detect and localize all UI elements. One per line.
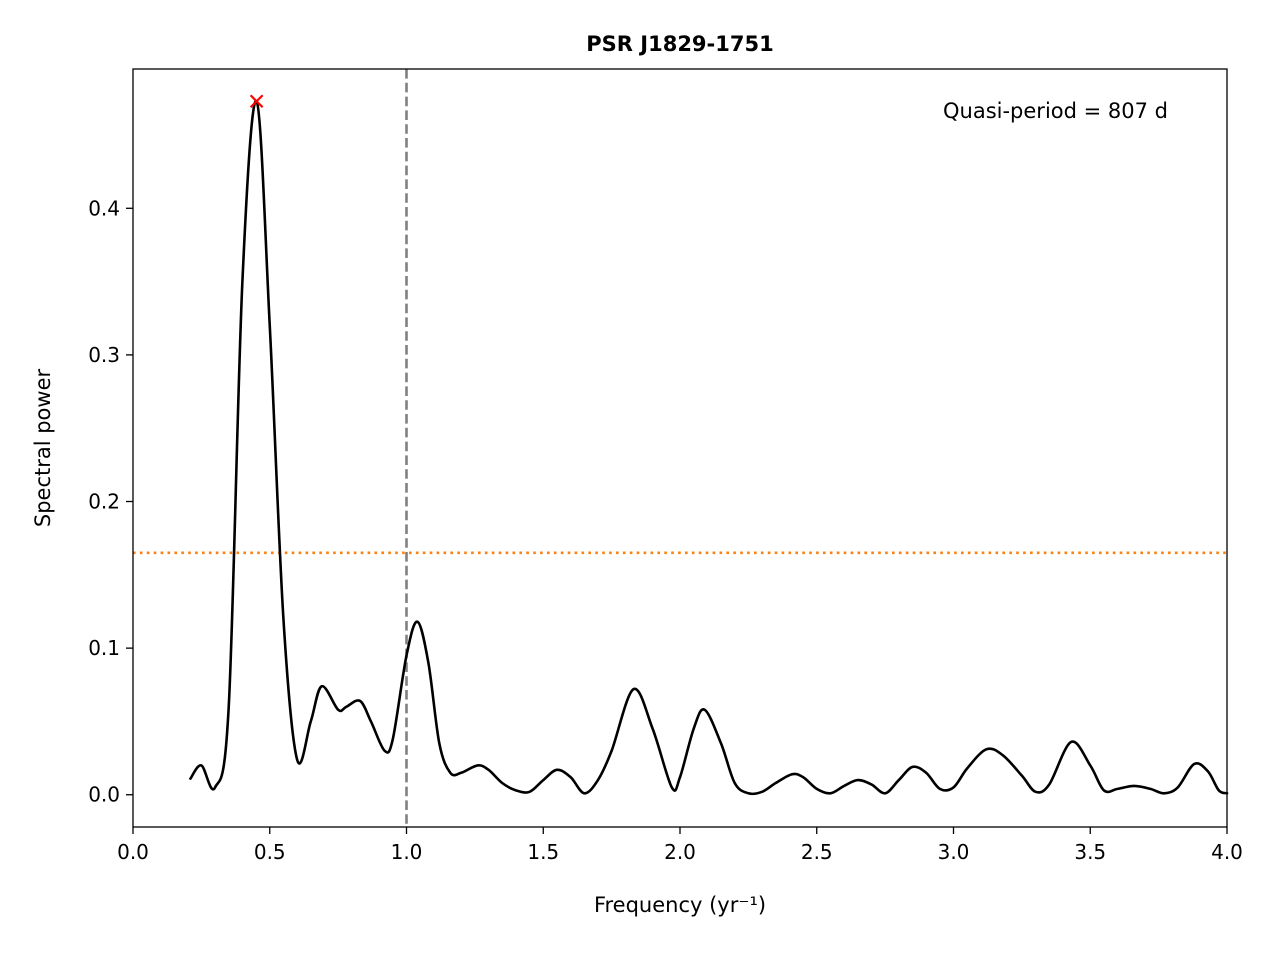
peak-marker-stroke bbox=[249, 94, 264, 109]
x-tick-label: 2.5 bbox=[801, 840, 833, 864]
y-tick-label: 0.4 bbox=[88, 196, 120, 220]
y-tick-label: 0.3 bbox=[88, 343, 120, 367]
series-layer bbox=[189, 99, 1229, 796]
x-tick-label: 0.0 bbox=[117, 840, 149, 864]
y-axis-label: Spectral power bbox=[31, 368, 55, 527]
peak-marker-layer bbox=[249, 94, 264, 109]
x-tick-label: 0.5 bbox=[254, 840, 286, 864]
x-tick-label: 3.0 bbox=[938, 840, 970, 864]
plot-area bbox=[133, 69, 1229, 827]
quasi-period-annotation: Quasi-period = 807 d bbox=[943, 99, 1168, 123]
y-tick-label: 0.0 bbox=[88, 783, 120, 807]
x-tick-label: 4.0 bbox=[1211, 840, 1243, 864]
x-tick-label: 1.5 bbox=[527, 840, 559, 864]
y-axis-ticks: 0.0 0.1 0.2 0.3 0.4 bbox=[88, 196, 133, 807]
x-tick-label: 1.0 bbox=[391, 840, 423, 864]
y-tick-label: 0.1 bbox=[88, 636, 120, 660]
x-tick-label: 2.0 bbox=[664, 840, 696, 864]
chart-title: PSR J1829-1751 bbox=[586, 32, 773, 56]
spectral-power-series-line bbox=[189, 99, 1229, 796]
x-axis-label: Frequency (yr⁻¹) bbox=[594, 893, 766, 917]
x-axis-ticks: 0.0 0.5 1.0 1.5 2.0 2.5 3.0 3.5 4.0 bbox=[117, 827, 1243, 864]
x-tick-label: 3.5 bbox=[1074, 840, 1106, 864]
y-tick-label: 0.2 bbox=[88, 490, 120, 514]
peak-marker bbox=[249, 94, 264, 109]
